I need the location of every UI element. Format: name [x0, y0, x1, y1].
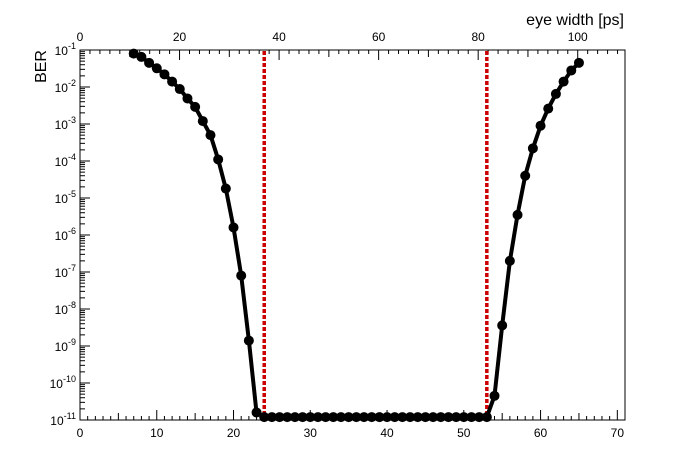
data-point [335, 412, 346, 423]
y-tick-label: 10-2 [55, 78, 76, 95]
data-point [251, 407, 262, 418]
data-point [412, 412, 423, 423]
data-point [151, 63, 162, 74]
data-point [389, 412, 400, 423]
data-point [535, 120, 546, 131]
data-point [159, 69, 170, 80]
data-point [351, 412, 362, 423]
data-point [128, 48, 139, 59]
data-point [297, 412, 308, 423]
x-tick-label: 50 [457, 426, 471, 440]
data-point [305, 412, 316, 423]
data-point [420, 412, 431, 423]
data-point [374, 412, 385, 423]
data-point [220, 183, 231, 194]
data-point [550, 88, 561, 99]
data-point [428, 412, 439, 423]
y-tick-label: 10-10 [50, 374, 76, 391]
y-axis-title: BER [33, 50, 50, 83]
data-point [382, 412, 393, 423]
top-tick-label: 100 [568, 30, 588, 44]
data-point [527, 143, 538, 154]
top-tick-label: 0 [77, 30, 84, 44]
data-point [174, 84, 185, 95]
data-point [312, 412, 323, 423]
data-point [435, 412, 446, 423]
data-point [136, 51, 147, 62]
data-point [543, 103, 554, 114]
data-point [213, 154, 224, 165]
series-layer [128, 48, 584, 423]
data-point [366, 412, 377, 423]
y-tick-label: 10-8 [55, 300, 76, 317]
data-point [236, 270, 247, 281]
data-point [558, 76, 569, 87]
data-point [504, 255, 515, 266]
left-y-axis: 10-1 10-2 10-3 10-4 10-5 10-6 10-7 10-8 10-9 10-1… [50, 41, 90, 428]
data-point [328, 412, 339, 423]
plot-frame [79, 49, 626, 421]
x-tick-label: 0 [77, 426, 84, 440]
data-point [489, 390, 500, 401]
data-point [359, 412, 370, 423]
data-point [458, 412, 469, 423]
data-point [266, 412, 277, 423]
data-point [205, 130, 216, 141]
data-point [289, 412, 300, 423]
data-point [405, 412, 416, 423]
top-tick-label: 60 [372, 30, 386, 44]
data-point [474, 412, 485, 423]
top-tick-label: 80 [471, 30, 485, 44]
data-point [397, 412, 408, 423]
y-tick-label: 10-5 [55, 189, 76, 206]
top-tick-label: 20 [173, 30, 187, 44]
series-line [132, 51, 581, 420]
x-tick-label: 20 [227, 426, 241, 440]
y-tick-label: 10-9 [55, 337, 76, 354]
data-point [512, 209, 523, 220]
y-tick-label: 10-4 [55, 152, 76, 169]
data-point [520, 170, 531, 181]
data-point [144, 57, 155, 68]
data-point [573, 57, 584, 68]
x-tick-label: 30 [304, 426, 318, 440]
top-x-axis: 0 20 40 60 80 100 [77, 30, 619, 60]
data-point [243, 335, 254, 346]
data-point [190, 101, 201, 112]
y-tick-label: 10-3 [55, 115, 76, 132]
y-tick-label: 10-6 [55, 226, 76, 243]
data-point [466, 412, 477, 423]
y-tick-label: 10-7 [55, 263, 76, 280]
data-point [274, 412, 285, 423]
data-point [451, 412, 462, 423]
threshold-lines [262, 51, 489, 420]
data-point [182, 93, 193, 104]
data-point [259, 412, 270, 423]
data-point [167, 76, 178, 87]
data-point [282, 412, 293, 423]
data-point [197, 116, 208, 127]
data-point [481, 412, 492, 423]
y-tick-label: 10-1 [55, 41, 76, 58]
data-point [443, 412, 454, 423]
x-tick-label: 70 [611, 426, 625, 440]
top-tick-label: 40 [272, 30, 286, 44]
data-point [497, 320, 508, 331]
y-tick-label: 10-11 [50, 411, 76, 428]
bottom-x-axis: 0 10 20 30 40 50 60 70 [77, 410, 625, 440]
top-axis-title: eye width [ps] [526, 12, 624, 29]
data-point [343, 412, 354, 423]
data-point [228, 222, 239, 233]
data-point [320, 412, 331, 423]
x-tick-label: 10 [150, 426, 164, 440]
x-tick-label: 60 [534, 426, 548, 440]
x-tick-label: 40 [380, 426, 394, 440]
data-point [566, 65, 577, 76]
